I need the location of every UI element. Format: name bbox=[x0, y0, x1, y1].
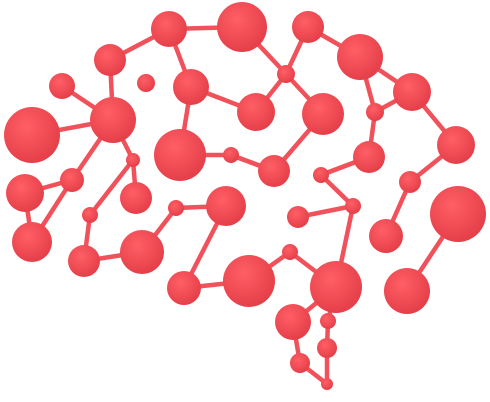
neuron-node bbox=[223, 147, 239, 163]
neuron-node bbox=[94, 44, 126, 76]
neuron-node bbox=[321, 378, 333, 390]
neuron-node bbox=[151, 11, 187, 47]
neuron-node bbox=[369, 219, 403, 253]
neuron-node bbox=[317, 338, 337, 358]
neuron-node bbox=[60, 168, 84, 192]
neuron-node bbox=[120, 182, 152, 214]
neuron-node bbox=[320, 313, 336, 329]
neuron-node bbox=[282, 244, 298, 260]
neuron-node bbox=[302, 93, 344, 135]
neuron-node bbox=[287, 206, 309, 228]
neuron-node bbox=[90, 97, 136, 143]
neuron-node bbox=[237, 93, 275, 131]
neuron-node bbox=[399, 171, 421, 193]
neuron-node bbox=[277, 65, 295, 83]
neuron-node bbox=[120, 230, 164, 274]
neuron-node bbox=[366, 103, 384, 121]
neuron-nodes bbox=[4, 2, 486, 390]
connection-line bbox=[87, 157, 136, 218]
neuron-node bbox=[353, 141, 385, 173]
neuron-node bbox=[275, 304, 311, 340]
neuron-node bbox=[384, 268, 430, 314]
neuron-node bbox=[292, 11, 324, 43]
neuron-node bbox=[82, 207, 98, 223]
neuron-node bbox=[393, 73, 431, 111]
neuron-node bbox=[137, 74, 155, 92]
neuron-node bbox=[173, 69, 209, 105]
neuron-node bbox=[206, 186, 246, 226]
neuron-node bbox=[430, 186, 486, 242]
neuron-node bbox=[313, 167, 329, 183]
neuron-node bbox=[126, 153, 140, 167]
neuron-node bbox=[223, 255, 275, 307]
neuron-node bbox=[4, 107, 60, 163]
neuron-node bbox=[168, 200, 184, 216]
neuron-node bbox=[6, 174, 44, 212]
neuron-node bbox=[167, 271, 201, 305]
neuron-node bbox=[49, 73, 75, 99]
neuron-node bbox=[337, 34, 383, 80]
neuron-node bbox=[217, 2, 267, 52]
neuron-node bbox=[345, 198, 361, 214]
neuron-node bbox=[68, 245, 100, 277]
neuron-node bbox=[12, 222, 52, 262]
neuron-node bbox=[310, 261, 362, 313]
neuron-node bbox=[437, 126, 475, 164]
neuron-node bbox=[154, 129, 206, 181]
neuron-node bbox=[258, 155, 290, 187]
neuron-node bbox=[290, 353, 310, 373]
